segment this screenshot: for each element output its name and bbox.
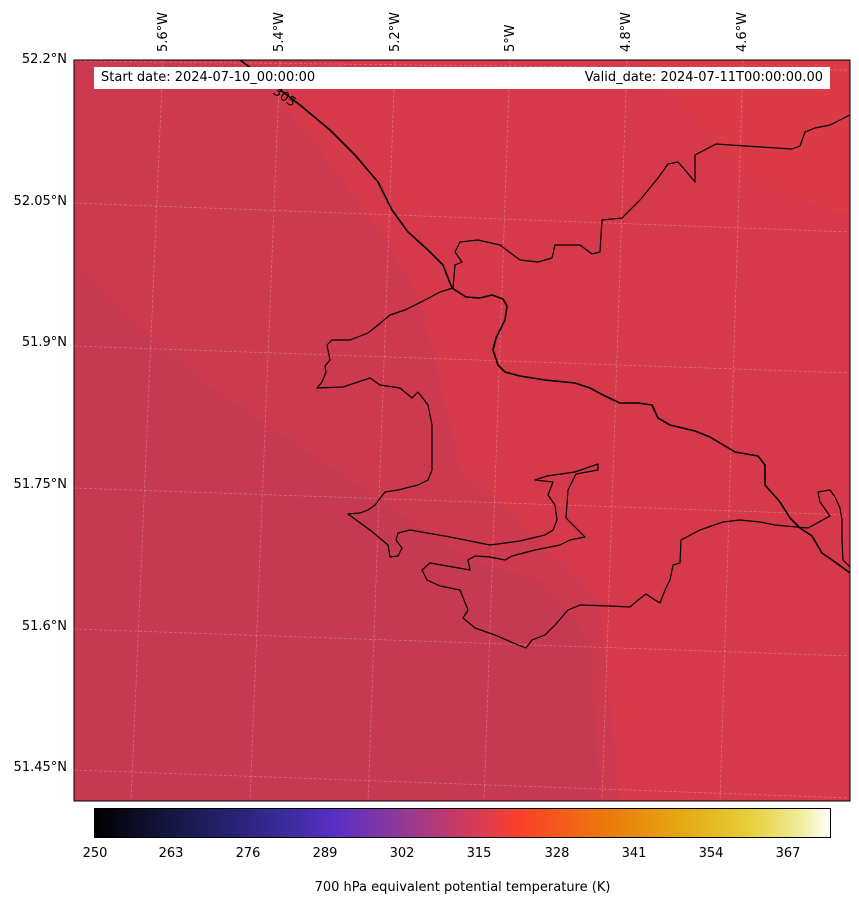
lat-label-51-45: 51.45°N [13, 760, 67, 775]
colorbar-gradient [94, 808, 830, 837]
lon-label-5-4w: 5.4°W [272, 11, 287, 52]
inland-river [239, 60, 850, 574]
colorbar-label: 700 hPa equivalent potential temperature… [314, 880, 611, 895]
colorbar-tick-341: 341 [621, 846, 647, 861]
lon-label-5w: 5°W [503, 24, 518, 52]
lat-label-52-05: 52.05°N [13, 194, 67, 209]
graticule [74, 60, 850, 801]
colorbar-tick-367: 367 [775, 846, 801, 861]
north-coast [316, 114, 850, 649]
valid-date-text: Valid_date: 2024-07-11T00:00:00.00 [584, 70, 823, 85]
temperature-field: 305 [74, 60, 850, 801]
start-date-text: Start date: 2024-07-10_00:00:00 [101, 70, 316, 85]
colorbar-tick-276: 276 [235, 846, 261, 861]
lat-label-51-9: 51.9°N [21, 335, 67, 350]
colorbar [94, 808, 831, 838]
field-east [240, 60, 850, 801]
lon-label-5-6w: 5.6°W [156, 11, 171, 52]
map-frame [73, 59, 851, 802]
lon-label-5-2w: 5.2°W [388, 11, 403, 52]
lon-label-4-6w: 4.6°W [735, 11, 750, 52]
field-northeast [640, 60, 850, 215]
colorbar-tick-289: 289 [312, 846, 338, 861]
date-info-box: Start date: 2024-07-10_00:00:00 Valid_da… [94, 67, 830, 89]
colorbar-tick-354: 354 [698, 846, 724, 861]
colorbar-tick-250: 250 [82, 846, 108, 861]
lat-label-52-2: 52.2°N [21, 52, 67, 67]
colorbar-tick-315: 315 [466, 846, 492, 861]
coastline [239, 60, 850, 649]
lat-label-51-6: 51.6°N [21, 619, 67, 634]
lon-label-4-8w: 4.8°W [619, 11, 634, 52]
colorbar-tick-302: 302 [389, 846, 415, 861]
lat-label-51-75: 51.75°N [13, 477, 67, 492]
colorbar-tick-328: 328 [544, 846, 570, 861]
colorbar-tick-263: 263 [158, 846, 184, 861]
